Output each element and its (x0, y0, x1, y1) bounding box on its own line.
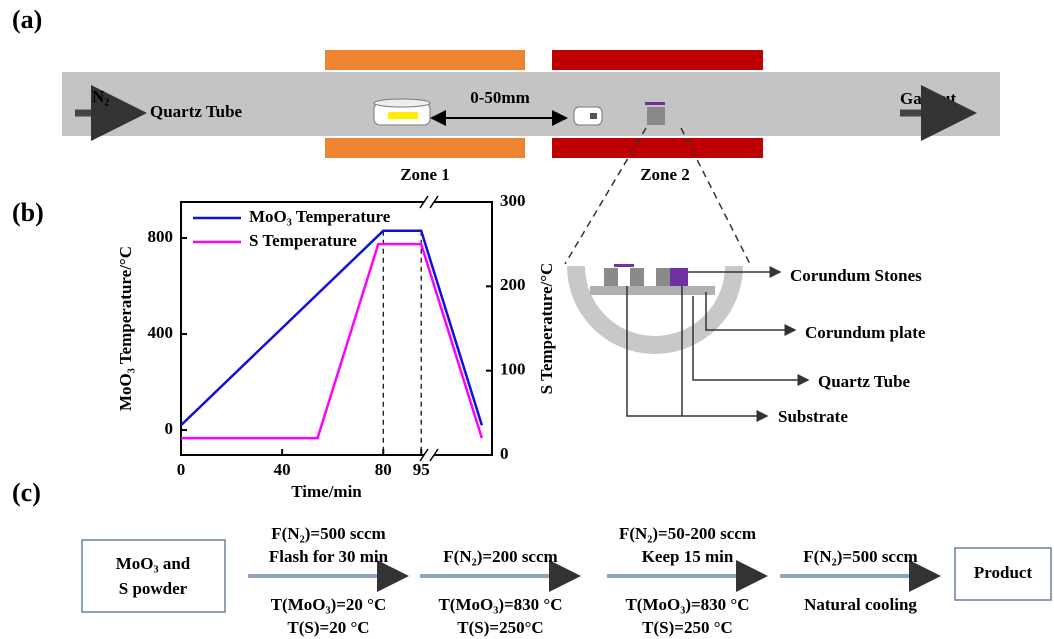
stone (604, 268, 618, 286)
legend-label: S Temperature (249, 231, 357, 250)
corundum-plate (590, 286, 715, 295)
step-condition: F(N₂)=500 sccm (271, 524, 385, 543)
y2-tick-label: 0 (500, 444, 509, 463)
moo3-powder (388, 112, 418, 119)
start-text: MoO₃ and (116, 554, 191, 573)
panel-label: (a) (12, 5, 42, 34)
stone (630, 268, 644, 286)
step-temperature: T(S)=250 °C (642, 618, 733, 637)
start-text: S powder (119, 579, 188, 598)
x-tick-label: 0 (177, 460, 186, 479)
step-temperature: Natural cooling (804, 595, 917, 614)
inset-label: Corundum plate (805, 323, 926, 342)
step-temperature: T(MoO₃)=830 °C (438, 595, 562, 614)
figure: (a) N₂ Quartz Tube 0-50mm Gas out Zone 1… (0, 0, 1054, 639)
gas-in: N₂ (92, 87, 109, 106)
legend-label: MoO₃ Temperature (249, 207, 391, 226)
zone2-heater (552, 50, 763, 70)
step-condition: F(N₂)=200 sccm (443, 547, 557, 566)
zone-label: Zone 2 (640, 165, 690, 184)
end-text: Product (974, 563, 1033, 582)
step-condition: F(N₂)=500 sccm (803, 547, 917, 566)
stone (656, 268, 670, 286)
y2-tick-label: 300 (500, 191, 526, 210)
tube-cross-section (567, 266, 743, 354)
zone2-heater (552, 138, 763, 158)
zone1-heater (325, 50, 525, 70)
leader (693, 296, 808, 380)
y2-axis-title: S Temperature/°C (537, 263, 556, 395)
x-tick-label: 95 (413, 460, 430, 479)
step-temperature: T(MoO₃)=830 °C (625, 595, 749, 614)
step-condition: Flash for 30 min (269, 547, 389, 566)
y2-tick-label: 100 (500, 360, 526, 379)
inset-label: Substrate (778, 407, 848, 426)
y2-tick-label: 200 (500, 275, 526, 294)
panel-label: (c) (12, 478, 41, 507)
step-temperature: T(S)=20 °C (287, 618, 369, 637)
x-tick-label: 80 (375, 460, 392, 479)
y-axis-title: MoO₃ Temperature/°C (116, 246, 135, 411)
step-temperature: T(MoO₃)=20 °C (271, 595, 387, 614)
zone1-heater (325, 138, 525, 158)
boat (574, 107, 602, 125)
substrate (645, 102, 665, 105)
step-temperature: T(S)=250°C (457, 618, 543, 637)
y-tick-label: 400 (148, 323, 174, 342)
zone-label: Zone 1 (400, 165, 450, 184)
x-axis-title: Time/min (291, 482, 362, 501)
substrate (670, 268, 688, 286)
gas-out: Gas out (900, 89, 957, 108)
step-condition: F(N₂)=50-200 sccm (619, 524, 756, 543)
series-line (181, 244, 482, 438)
y-tick-label: 800 (148, 227, 174, 246)
inset-label: Corundum Stones (790, 266, 922, 285)
substrate (614, 264, 634, 267)
tube-label: Quartz Tube (150, 102, 243, 121)
boat-rim (374, 99, 430, 107)
x-tick-label: 40 (274, 460, 291, 479)
distance: 0-50mm (470, 88, 529, 107)
s-powder (590, 113, 597, 119)
steps: F(N₂)=500 sccm Flash for 30 min T(MoO₃)=20… (248, 524, 937, 637)
start-box (82, 540, 225, 612)
step-condition: Keep 15 min (642, 547, 734, 566)
stone (647, 107, 665, 125)
panel-label: (b) (12, 198, 44, 227)
chart: 0 400 800 0 100 200 300 0 40 80 95 Time/min MoO₃ Tem… (116, 191, 556, 501)
y-tick-label: 0 (165, 419, 174, 438)
inset-label: Quartz Tube (818, 372, 911, 391)
